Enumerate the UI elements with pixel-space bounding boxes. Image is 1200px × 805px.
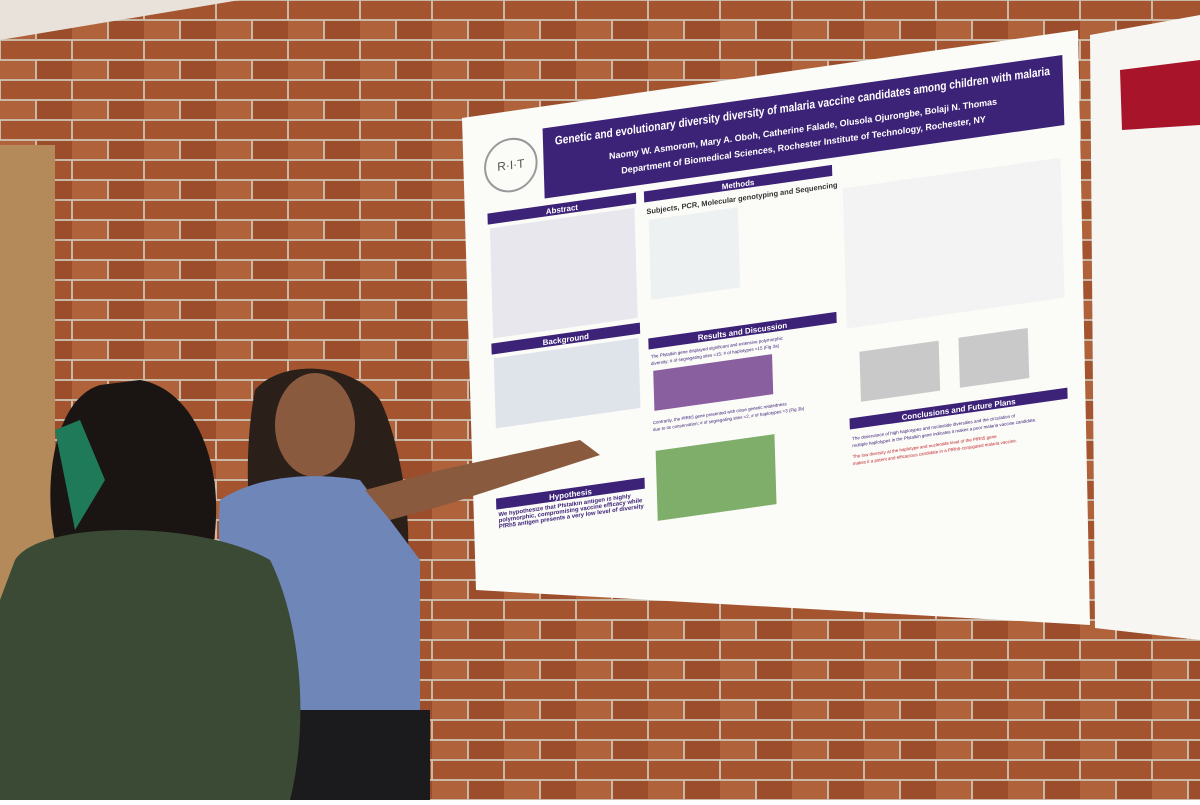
section-bar — [648, 311, 837, 350]
background-figure — [493, 337, 641, 429]
visitor-sweater — [0, 530, 301, 800]
network-figure — [842, 157, 1065, 329]
methods-figure — [648, 207, 741, 300]
alignment-figure — [655, 434, 777, 521]
presenter-arm — [365, 440, 600, 520]
second-poster-header — [1120, 60, 1200, 130]
logo: R·I·T — [497, 156, 525, 174]
section-bar — [643, 164, 833, 203]
section-bar — [496, 477, 645, 510]
ld-plot — [859, 340, 941, 402]
abstract-body — [489, 207, 638, 339]
presenter-face — [275, 373, 355, 477]
visitor-hair — [50, 380, 217, 560]
ceiling — [0, 0, 240, 40]
second-poster — [1090, 15, 1200, 640]
ld-plot — [958, 327, 1030, 388]
logo-ring — [484, 137, 538, 193]
alignment-figure — [653, 354, 774, 411]
section-bar — [849, 387, 1068, 430]
section-bar — [491, 322, 641, 355]
section-bar — [487, 192, 637, 225]
title-band — [542, 54, 1065, 199]
hair-bow — [55, 420, 105, 530]
